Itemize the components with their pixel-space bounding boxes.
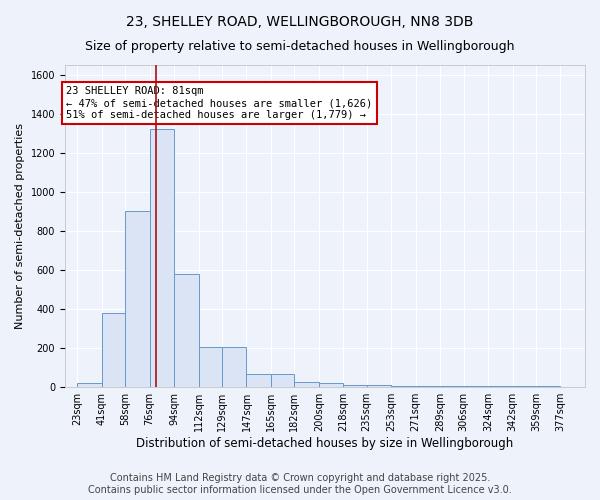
- Bar: [367, 386, 391, 387]
- Bar: [149, 130, 174, 387]
- Bar: [319, 384, 343, 387]
- Bar: [440, 386, 464, 387]
- Bar: [536, 386, 560, 387]
- Bar: [391, 386, 416, 387]
- Bar: [222, 347, 247, 387]
- Bar: [512, 386, 536, 387]
- Bar: [247, 374, 271, 387]
- Bar: [343, 386, 367, 387]
- Bar: [294, 382, 319, 387]
- Y-axis label: Number of semi-detached properties: Number of semi-detached properties: [15, 123, 25, 329]
- Bar: [464, 386, 488, 387]
- Bar: [271, 374, 294, 387]
- Bar: [199, 347, 222, 387]
- Text: 23 SHELLEY ROAD: 81sqm
← 47% of semi-detached houses are smaller (1,626)
51% of : 23 SHELLEY ROAD: 81sqm ← 47% of semi-det…: [66, 86, 373, 120]
- Text: Size of property relative to semi-detached houses in Wellingborough: Size of property relative to semi-detach…: [85, 40, 515, 53]
- Text: Contains HM Land Registry data © Crown copyright and database right 2025.
Contai: Contains HM Land Registry data © Crown c…: [88, 474, 512, 495]
- X-axis label: Distribution of semi-detached houses by size in Wellingborough: Distribution of semi-detached houses by …: [136, 437, 514, 450]
- Bar: [174, 274, 199, 387]
- Bar: [416, 386, 440, 387]
- Text: 23, SHELLEY ROAD, WELLINGBOROUGH, NN8 3DB: 23, SHELLEY ROAD, WELLINGBOROUGH, NN8 3D…: [127, 15, 473, 29]
- Bar: [102, 313, 125, 387]
- Bar: [77, 384, 102, 387]
- Bar: [125, 212, 149, 387]
- Bar: [488, 386, 512, 387]
